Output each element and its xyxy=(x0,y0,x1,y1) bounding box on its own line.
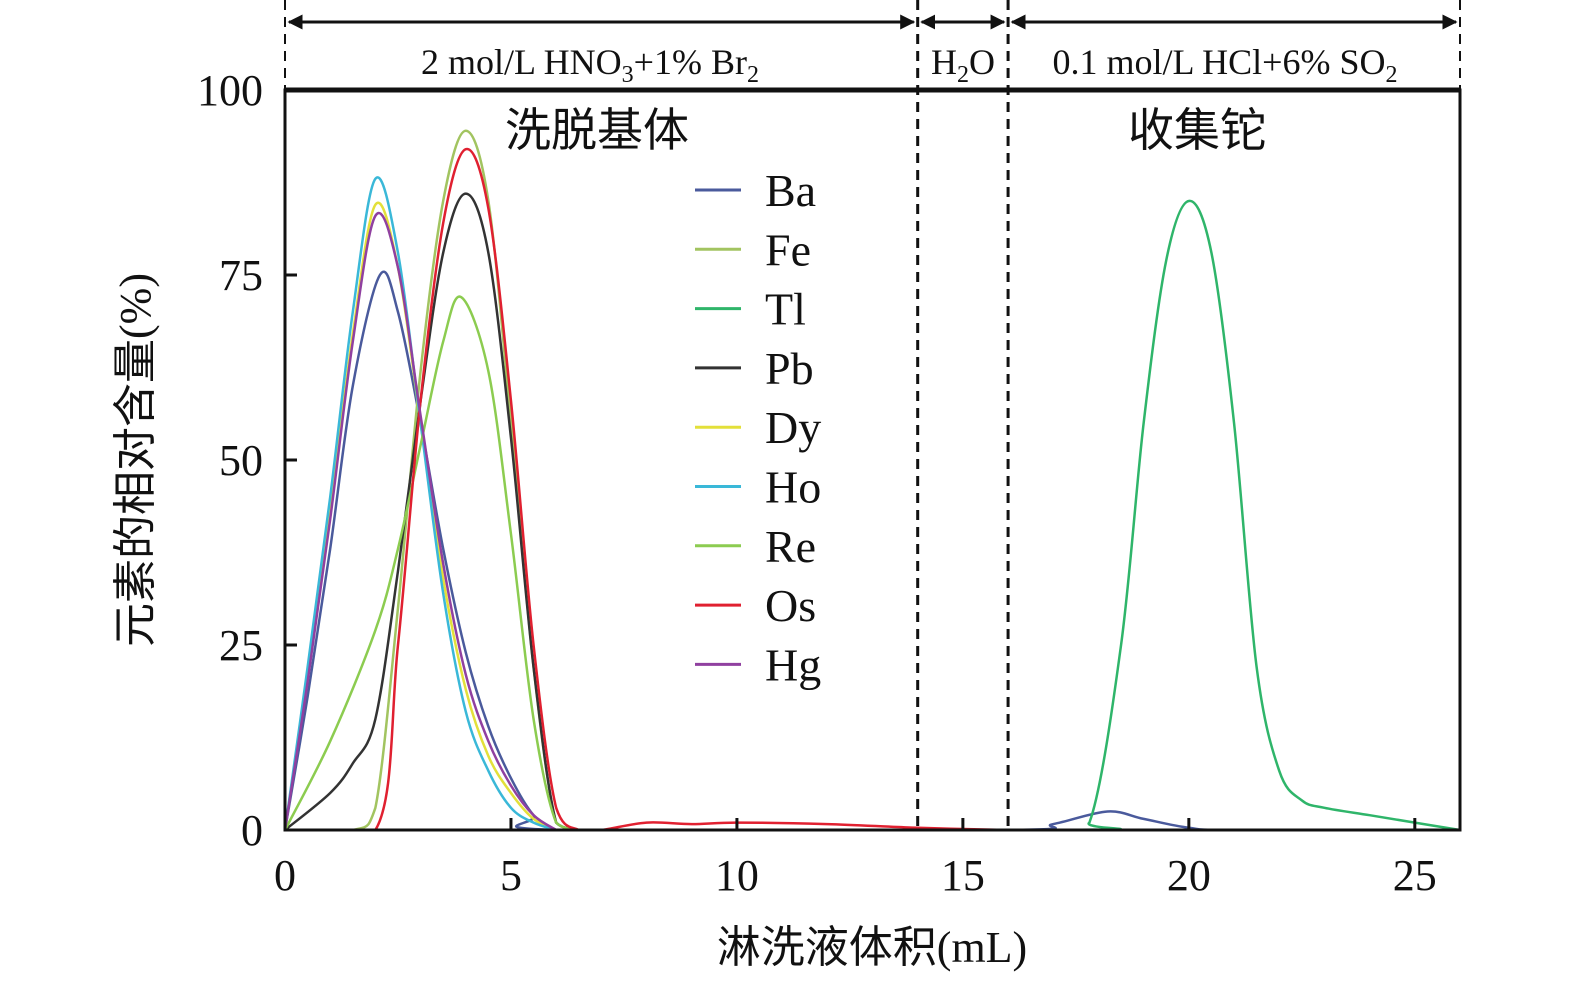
series-line-hg xyxy=(283,211,557,832)
x-tick-label: 5 xyxy=(500,851,522,900)
legend-label-ho: Ho xyxy=(765,462,821,513)
legend-label-pb: Pb xyxy=(765,343,814,394)
x-tick-label: 20 xyxy=(1167,851,1211,900)
annotation-collect-tl: 收集铊 xyxy=(1128,105,1266,156)
legend-label-hg: Hg xyxy=(765,639,821,690)
phase-label-1: 2 mol/L HNO3+1% Br2 xyxy=(421,42,759,88)
phase-guides xyxy=(284,0,1461,830)
phase-label-2: H2O xyxy=(931,42,995,88)
x-tick-label: 0 xyxy=(274,851,296,900)
y-tick-label: 25 xyxy=(219,621,263,670)
y-tick-label: 0 xyxy=(241,806,263,855)
legend: Ba Fe Tl Pb Dy Ho Re Os Hg xyxy=(695,165,821,690)
legend-label-tl: Tl xyxy=(765,284,806,335)
plot-frame xyxy=(283,88,1462,832)
legend-label-re: Re xyxy=(765,521,816,572)
y-tick-label: 50 xyxy=(219,436,263,485)
legend-label-os: Os xyxy=(765,580,816,631)
legend-label-fe: Fe xyxy=(765,224,811,275)
x-tick-label: 10 xyxy=(715,851,759,900)
series-line-ba xyxy=(283,270,1460,832)
series-layer xyxy=(283,129,1461,832)
legend-label-dy: Dy xyxy=(765,402,821,453)
series-line-tl xyxy=(285,199,1461,832)
y-tick-label: 100 xyxy=(197,66,263,115)
series-line-ho xyxy=(283,176,557,832)
legend-label-ba: Ba xyxy=(765,165,816,216)
series-line-dy xyxy=(283,201,557,832)
x-tick-label: 25 xyxy=(1393,851,1437,900)
annotation-matrix-elution: 洗脱基体 xyxy=(505,105,689,156)
y-tick-label: 75 xyxy=(219,251,263,300)
x-axis-label: 淋洗液体积(mL) xyxy=(717,923,1027,972)
axis-ticks: 0 5 10 15 20 25 0 25 50 75 100 xyxy=(197,66,1437,900)
x-tick-label: 15 xyxy=(941,851,985,900)
series-line-pb xyxy=(284,192,580,832)
y-axis-label: 元素的相对含量(%) xyxy=(111,273,160,647)
phase-label-3: 0.1 mol/L HCl+6% SO2 xyxy=(1053,42,1398,88)
series-line-re xyxy=(283,295,580,832)
